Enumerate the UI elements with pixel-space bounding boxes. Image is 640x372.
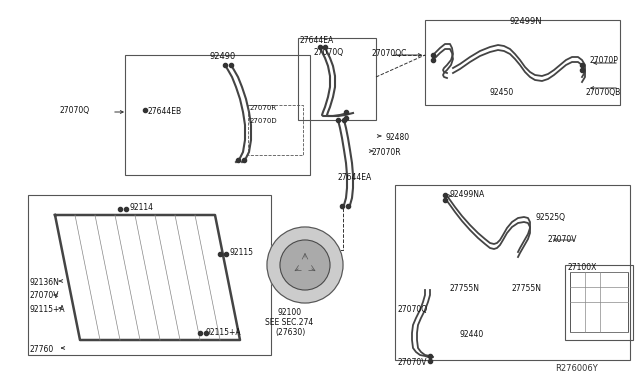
Text: 92490: 92490 [210,52,236,61]
Text: 92525Q: 92525Q [535,213,565,222]
Text: 27070Q: 27070Q [397,305,427,314]
Text: 27070QC: 27070QC [372,49,408,58]
Text: SEE SEC.274: SEE SEC.274 [265,318,313,327]
Text: 27070P: 27070P [590,56,619,65]
Text: R276006Y: R276006Y [555,364,598,372]
Bar [570,272,628,332]
Text: 92450: 92450 [490,88,515,97]
Text: 27644EA: 27644EA [337,173,371,182]
Text: 92114: 92114 [130,203,154,212]
Bar [298,38,376,120]
Text: 27100X: 27100X [567,263,596,272]
Text: 92440: 92440 [460,330,484,339]
Bar [395,185,630,360]
Text: (27630): (27630) [275,328,305,337]
Text: 27070D: 27070D [250,118,278,124]
Bar [565,265,633,340]
Text: 27070QB: 27070QB [585,88,620,97]
Text: 27070V: 27070V [30,291,60,300]
Text: 92499N: 92499N [510,17,543,26]
Circle shape [280,240,330,290]
Text: 27755N: 27755N [512,284,542,293]
Text: 92480: 92480 [385,133,409,142]
Text: 27070V: 27070V [548,235,577,244]
Text: 27644EB: 27644EB [148,107,182,116]
Text: 92136N: 92136N [30,278,60,287]
Text: 27755N: 27755N [450,284,480,293]
Bar [28,195,271,355]
Text: 27644EA: 27644EA [300,36,334,45]
Text: 92115: 92115 [230,248,254,257]
Text: 27070Q: 27070Q [313,48,343,57]
Text: 92115+A: 92115+A [30,305,66,314]
Circle shape [267,227,343,303]
Bar [425,20,620,105]
Text: 92499NA: 92499NA [450,190,485,199]
Text: 27070R: 27070R [372,148,402,157]
Text: 27070V: 27070V [397,358,426,367]
Text: 92100: 92100 [278,308,302,317]
Bar [125,55,310,175]
Text: 27760: 27760 [30,345,54,354]
Text: 27070Q: 27070Q [60,106,90,115]
Text: 27070R: 27070R [250,105,277,111]
Bar [248,105,303,155]
Text: 92115+A: 92115+A [205,328,241,337]
